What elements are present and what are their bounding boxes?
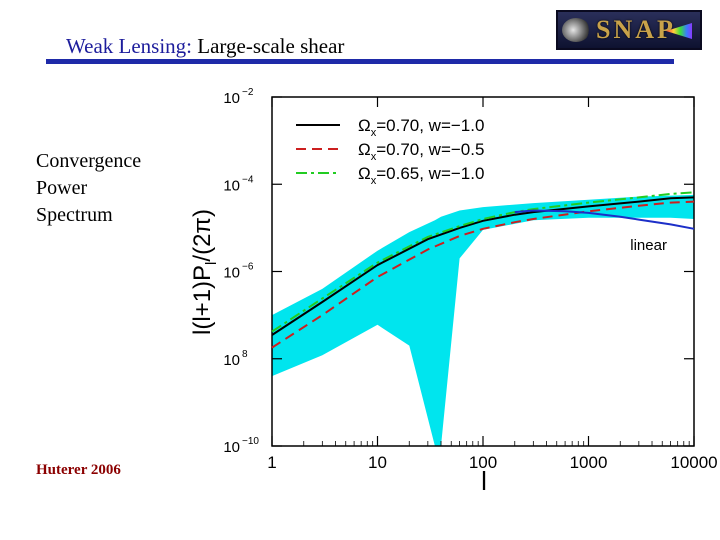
galaxy-icon — [562, 18, 590, 42]
x-tick-label-10: 10 — [368, 453, 387, 472]
annotation-linear: linear — [630, 237, 667, 254]
side-label-line-1: Convergence — [36, 150, 142, 172]
y-axis-label: l(l+1)Pl/(2π) — [189, 209, 220, 335]
y-tick-exponent: 8 — [242, 349, 248, 360]
error-band — [272, 194, 694, 446]
x-axis-label: l — [481, 466, 487, 496]
side-label-line-2: Power — [36, 177, 88, 199]
y-tick-exponent: −6 — [242, 262, 254, 273]
snap-logo: SNAP — [556, 10, 702, 50]
x-tick-label-10000: 10000 — [670, 453, 717, 472]
legend-label-1: Ωx=0.70, w=−0.5 — [358, 140, 484, 163]
legend-label-0: Ωx=0.70, w=−1.0 — [358, 116, 484, 139]
series-line-3 — [514, 209, 695, 230]
slide-title: Weak Lensing: Large-scale shear — [66, 34, 344, 59]
title-rest: Large-scale shear — [192, 34, 345, 58]
y-tick-exponent: −2 — [242, 87, 254, 98]
title-accent: Weak Lensing: — [66, 34, 193, 58]
series-line-2 — [271, 191, 695, 333]
logo-text: SNAP — [596, 15, 676, 44]
y-tick-label: 10 — [223, 177, 240, 194]
credit-label: Huterer 2006 — [36, 462, 121, 478]
y-axis-label-sub: l — [203, 262, 220, 265]
side-label: Convergence Power Spectrum — [36, 148, 141, 229]
y-tick-label: 10 — [223, 90, 240, 107]
y-tick-exponent: −10 — [242, 436, 259, 447]
y-tick-label: 10 — [223, 265, 240, 282]
series-line-1 — [271, 200, 695, 349]
side-label-line-3: Spectrum — [36, 204, 113, 226]
legend-label-2: Ωx=0.65, w=−1.0 — [358, 164, 484, 187]
series-line-0 — [271, 196, 695, 336]
y-tick-label: 10 — [223, 439, 240, 456]
spectrum-icon — [666, 23, 692, 39]
chart-figure: 1 10 100 1000 10000 10 −10 10 8 10 −6 10 −4 10 −2 l l(l+… — [184, 80, 720, 520]
x-tick-label-100: 100 — [469, 453, 497, 472]
y-tick-label: 10 — [223, 352, 240, 369]
x-tick-label-1: 1 — [267, 453, 276, 472]
y-axis-label-rest: /(2π) — [189, 209, 216, 262]
title-rule — [46, 59, 674, 64]
x-tick-label-1000: 1000 — [570, 453, 608, 472]
y-tick-exponent: −4 — [242, 174, 254, 185]
